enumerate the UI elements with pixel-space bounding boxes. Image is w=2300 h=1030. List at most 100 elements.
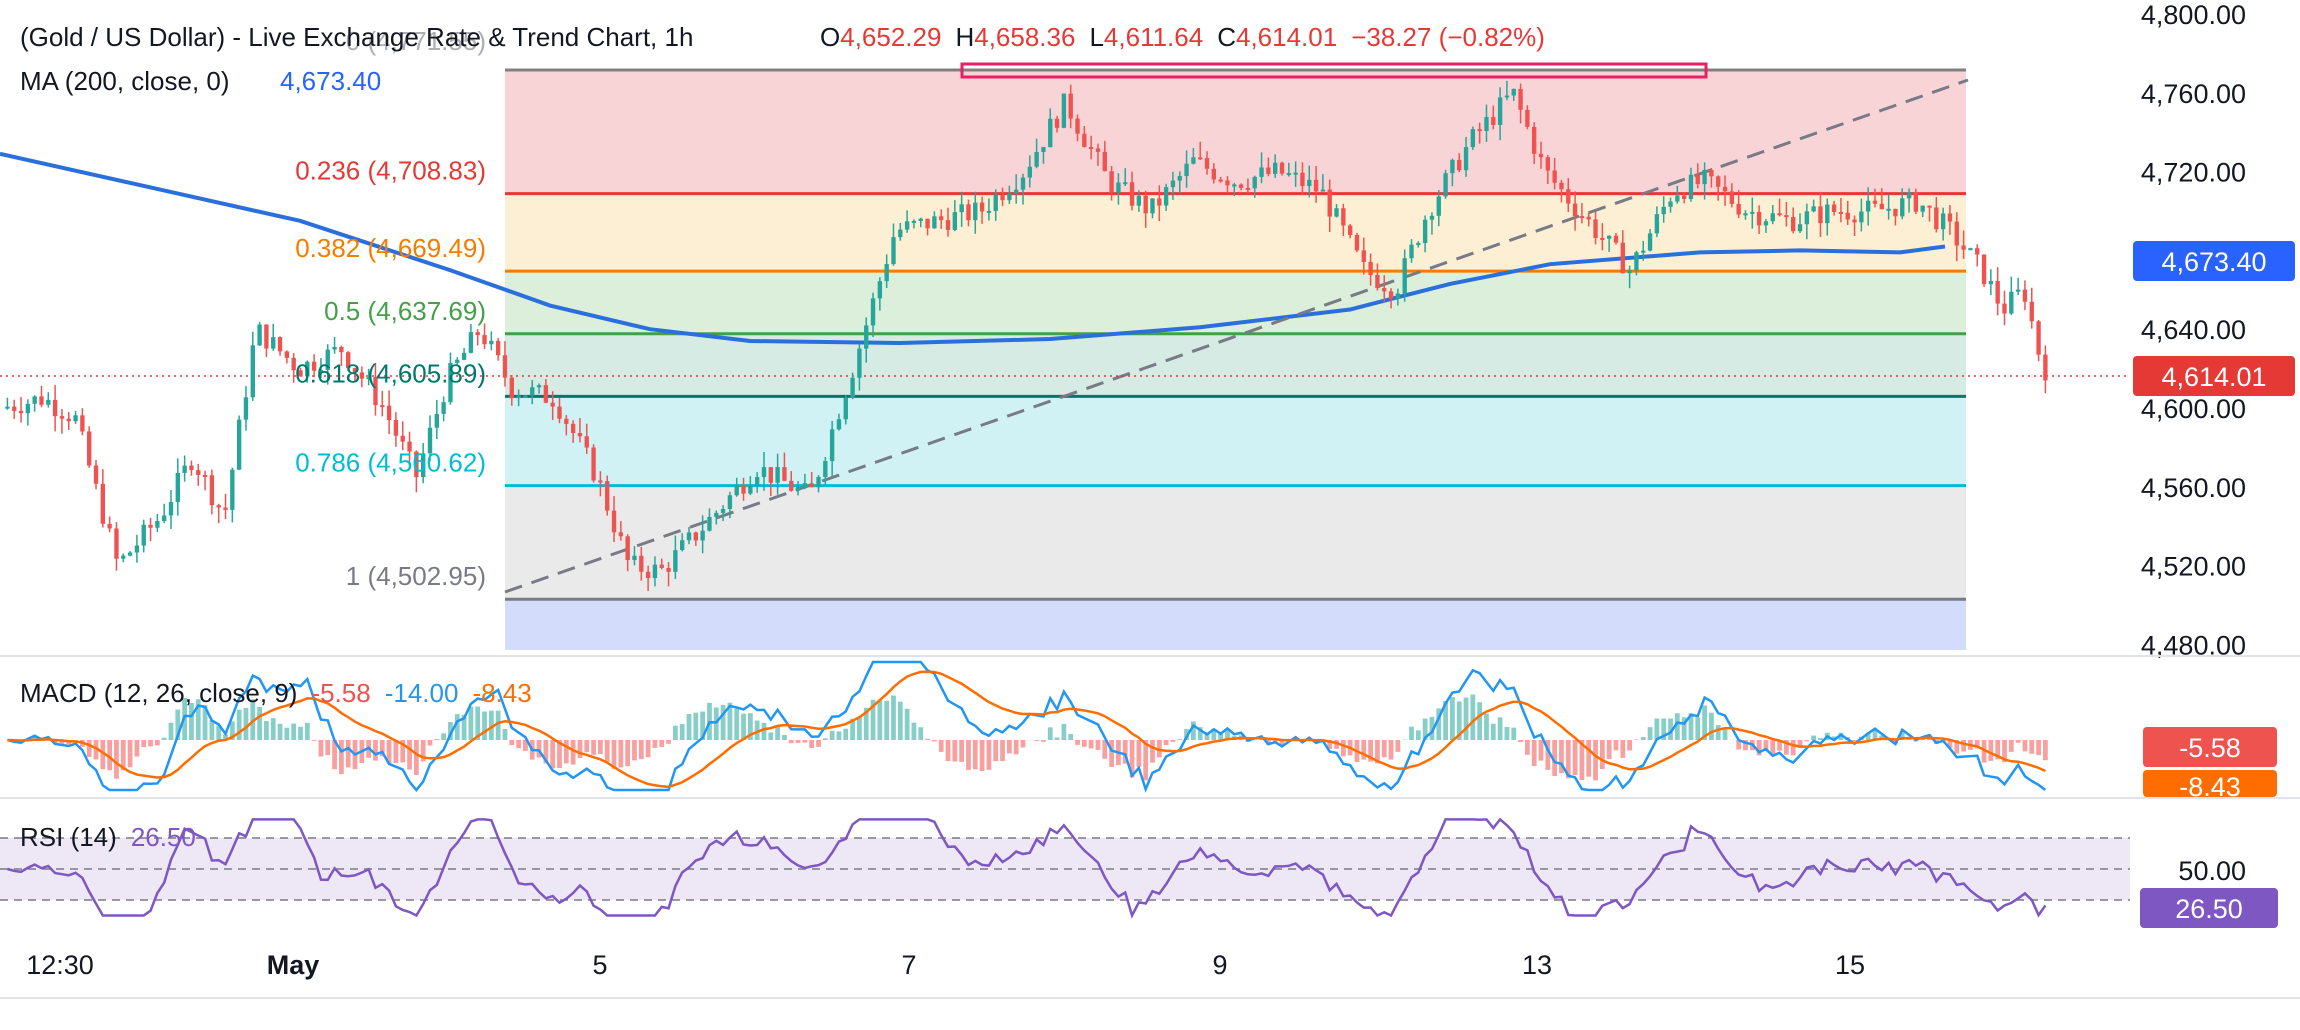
- macd-bar: [877, 700, 883, 740]
- candle-body: [1831, 204, 1837, 212]
- candles-group: [5, 80, 2048, 592]
- candle-body: [209, 475, 215, 506]
- candle-body: [693, 532, 699, 541]
- macd-bar: [270, 718, 276, 740]
- candle-body: [1279, 162, 1285, 174]
- macd-bar: [1429, 716, 1435, 740]
- macd-bar: [863, 707, 869, 740]
- macd-bar: [829, 730, 835, 740]
- macd-bar: [1545, 740, 1551, 770]
- macd-bar: [536, 740, 542, 758]
- macd-bar: [1559, 740, 1564, 774]
- macd-bar: [870, 699, 876, 740]
- macd-bar: [768, 732, 774, 740]
- price-axis-bg[interactable]: [2130, 0, 2300, 1000]
- candle-body: [1191, 157, 1196, 164]
- candle-body: [1743, 213, 1748, 216]
- candle-body: [489, 340, 494, 345]
- fib-label: 0.236 (4,708.83): [295, 156, 486, 186]
- candle-body: [1954, 221, 1959, 246]
- candle-body: [121, 555, 126, 559]
- macd-bar: [264, 720, 269, 740]
- candle-body: [1818, 206, 1823, 224]
- candle-body: [1123, 182, 1128, 185]
- trend-line: [504, 78, 1969, 594]
- macd-bar: [1129, 740, 1135, 778]
- candle-body: [461, 352, 467, 360]
- macd-bar: [304, 722, 310, 740]
- candle-body: [659, 564, 664, 568]
- candle-body: [829, 429, 835, 462]
- candle-body: [2036, 321, 2041, 355]
- macd-bar: [618, 740, 624, 768]
- macd-bar: [298, 726, 303, 740]
- price-tick: 4,640.00: [2141, 315, 2246, 345]
- macd-bar: [468, 706, 474, 740]
- macd-bar: [1961, 740, 1966, 752]
- macd-bar: [686, 713, 692, 740]
- candle-body: [1266, 167, 1271, 174]
- candle-body: [1204, 158, 1210, 169]
- macd-bar: [972, 740, 978, 770]
- macd-bar: [1456, 701, 1462, 740]
- candle-body: [196, 470, 201, 476]
- candle-body: [1198, 157, 1203, 160]
- svg-text:26.50: 26.50: [2175, 894, 2243, 924]
- macd-bar: [1095, 740, 1101, 750]
- macd-bar: [734, 708, 740, 740]
- macd-bar: [570, 740, 576, 765]
- macd-bar: [141, 740, 147, 748]
- macd-bar: [884, 700, 890, 740]
- candle-body: [1545, 157, 1551, 171]
- macd-bar: [107, 740, 113, 771]
- candle-body: [979, 202, 985, 212]
- svg-text:-5.58: -5.58: [2179, 733, 2241, 763]
- macd-bar: [1409, 726, 1414, 740]
- candle-body: [18, 410, 24, 414]
- candle-body: [966, 204, 971, 221]
- candle-body: [700, 530, 705, 541]
- candle-body: [945, 220, 951, 230]
- ma200-line: [0, 151, 1946, 345]
- macd-bar: [1524, 740, 1530, 755]
- macd-bar: [400, 740, 406, 763]
- macd-bar: [1974, 740, 1980, 749]
- macd-bar: [1654, 718, 1660, 740]
- macd-bar: [1586, 740, 1592, 777]
- candle-body: [864, 325, 869, 349]
- candle-body: [455, 359, 460, 363]
- candle-body: [973, 202, 978, 221]
- candle-body: [2009, 291, 2014, 314]
- macd-bar: [1852, 740, 1857, 741]
- candle-body: [1327, 189, 1332, 217]
- macd-bar: [1688, 713, 1694, 740]
- candle-body: [932, 216, 937, 229]
- fib-zone: [505, 70, 1966, 194]
- time-axis[interactable]: 12:30 May 5 7 9 13 15: [26, 950, 1865, 980]
- macd-bar: [1668, 718, 1673, 740]
- price-tick: 4,560.00: [2141, 473, 2246, 503]
- candle-body: [1927, 205, 1932, 208]
- candle-body: [346, 352, 351, 369]
- candle-body: [891, 237, 896, 265]
- macd-bar: [1211, 729, 1217, 740]
- candle-body: [625, 536, 630, 561]
- candle-body: [884, 264, 889, 282]
- candle-body: [1641, 250, 1646, 253]
- candle-body: [1968, 248, 1973, 251]
- candle-body: [1804, 211, 1810, 225]
- macd-bar: [516, 740, 521, 749]
- candle-body: [1463, 147, 1469, 171]
- candle-body: [789, 480, 794, 491]
- candle-body: [1102, 151, 1107, 172]
- macd-bar: [373, 740, 378, 761]
- candle-body: [168, 502, 174, 516]
- macd-bar: [1634, 739, 1639, 740]
- candle-body: [748, 485, 753, 494]
- macd-bar: [652, 740, 658, 748]
- candle-body: [1838, 211, 1844, 214]
- macd-bar: [154, 740, 160, 746]
- ma-legend-label: MA (200, close, 0): [20, 66, 230, 96]
- candle-body: [741, 485, 746, 494]
